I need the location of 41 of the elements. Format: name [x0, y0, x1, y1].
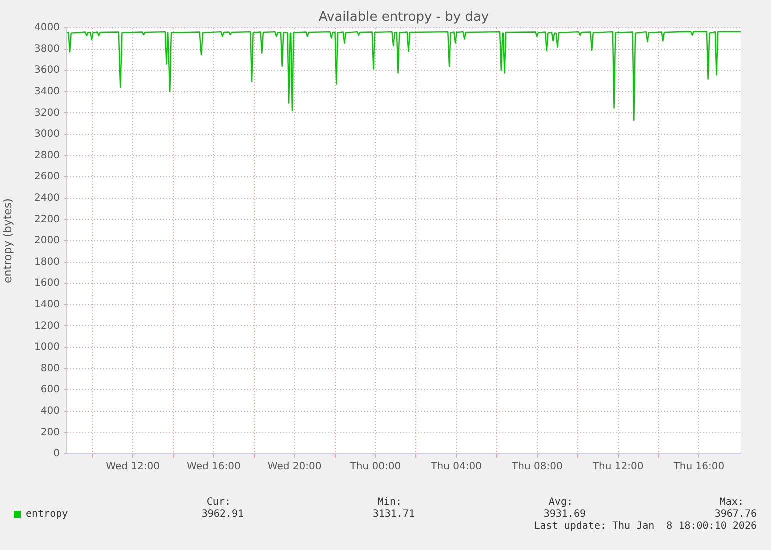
y-tick-label: 3600 — [34, 65, 60, 76]
chart-title: Available entropy - by day — [318, 10, 490, 25]
text: Last update: Thu Jan 8 18:00:10 2026 — [534, 521, 757, 532]
y-tick-label: 1200 — [34, 320, 60, 332]
y-tick-label: 3000 — [34, 129, 60, 140]
y-tick-label: 1600 — [34, 278, 60, 290]
y-tick-label: 800 — [40, 363, 60, 374]
y-tick-label: 1400 — [34, 299, 60, 310]
y-tick-label: 400 — [40, 406, 60, 417]
x-tick-label: Thu 00:00 — [349, 462, 402, 473]
text: 3931.69 — [544, 509, 586, 520]
y-axis-title: entropy (bytes) — [1, 198, 14, 284]
x-tick-label: Wed 16:00 — [187, 462, 241, 473]
y-tick-label: 2600 — [34, 172, 60, 183]
text: 3962.91 — [202, 509, 244, 520]
y-tick-label: 0 — [54, 448, 60, 460]
y-tick-label: 1800 — [34, 256, 60, 268]
y-tick-label: 2800 — [34, 150, 60, 162]
y-tick-label: 600 — [40, 384, 60, 396]
x-tick-label: Thu 12:00 — [592, 462, 644, 473]
y-tick-label: 2400 — [34, 192, 60, 204]
text: Min: — [378, 497, 402, 508]
text: Avg: — [548, 497, 573, 508]
text: Cur: — [206, 497, 231, 508]
text: 3967.76 — [714, 509, 757, 520]
y-tick-label: 200 — [40, 427, 60, 438]
text: Max: — [720, 497, 744, 508]
y-tick-label: 3400 — [34, 86, 60, 98]
x-tick-label: Thu 04:00 — [430, 462, 482, 473]
x-tick-label: Wed 12:00 — [106, 462, 160, 473]
y-tick-label: 1000 — [34, 342, 60, 354]
x-tick-label: Thu 08:00 — [511, 462, 563, 473]
y-tick-label: 2200 — [34, 214, 60, 226]
y-tick-label: 3200 — [34, 108, 60, 119]
legend-label: entropy — [26, 509, 68, 520]
x-tick-label: Wed 20:00 — [268, 462, 322, 473]
y-tick-label: 4000 — [34, 22, 60, 34]
y-tick-label: 2000 — [34, 236, 60, 247]
y-tick-label: 3800 — [34, 44, 60, 55]
text: 3131.71 — [372, 509, 415, 520]
x-tick-label: Thu 16:00 — [672, 462, 725, 473]
